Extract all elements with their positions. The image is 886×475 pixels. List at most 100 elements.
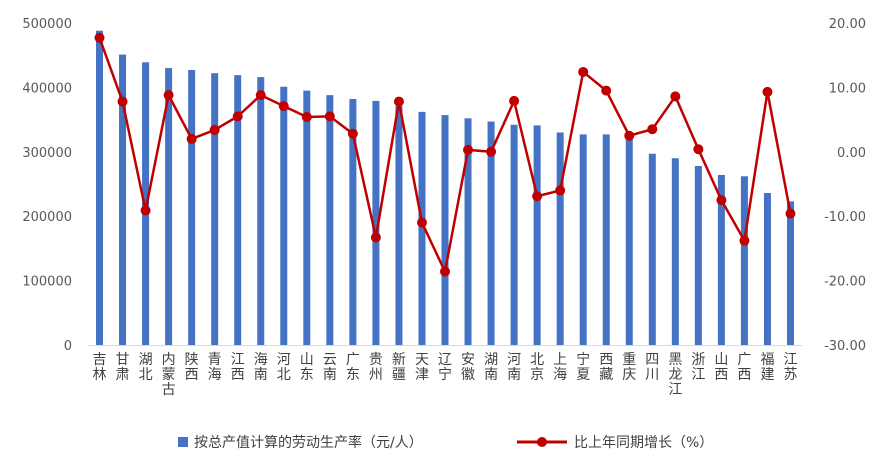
line-point	[785, 208, 796, 219]
line-point	[647, 124, 658, 135]
bar	[717, 174, 725, 345]
line-point	[509, 95, 520, 106]
x-tick-label: 山东	[300, 352, 314, 383]
x-tick-label: 陕西	[185, 352, 199, 383]
y-left-tick-label: 0	[64, 339, 72, 354]
x-tick-label: 重庆	[622, 352, 636, 383]
line-point	[347, 128, 358, 139]
line-point	[716, 195, 727, 206]
x-tick-label: 辽宁	[438, 352, 452, 383]
plot-area: 0 100000 200000 300000 400000 500000 -30.00 -20…	[22, 17, 866, 398]
y-left-tick-label: 100000	[22, 275, 72, 290]
bar	[694, 165, 702, 345]
x-tick-label: 广西	[737, 352, 751, 383]
bar	[648, 153, 656, 345]
bar	[418, 111, 426, 345]
x-tick-label: 新疆	[392, 352, 406, 383]
x-tick-label: 浙江	[691, 352, 705, 383]
line-point	[301, 112, 312, 123]
bar	[510, 124, 518, 345]
line-point	[370, 232, 381, 243]
x-tick-label: 甘肃	[116, 352, 130, 383]
bar	[671, 158, 679, 345]
bar	[579, 134, 587, 345]
y-right-tick-label: 0.00	[837, 146, 866, 161]
line-point	[163, 90, 174, 101]
line-point	[762, 86, 773, 97]
bar	[280, 86, 288, 346]
bar	[349, 98, 357, 345]
line-point	[578, 66, 589, 77]
line-point	[140, 205, 151, 216]
line-point	[186, 133, 197, 144]
line-point	[94, 32, 105, 43]
x-tick-label: 海南	[254, 352, 268, 383]
line-point	[693, 144, 704, 155]
x-tick-label: 江苏	[783, 352, 797, 383]
x-tick-label: 四川	[645, 352, 659, 383]
x-tick-label: 北京	[530, 352, 544, 383]
line-point	[555, 185, 566, 196]
line-point	[440, 266, 450, 277]
line-point	[739, 235, 750, 246]
bar	[602, 134, 610, 345]
x-tick-label: 贵州	[369, 352, 383, 383]
bar	[188, 70, 196, 346]
bar	[487, 121, 495, 345]
bar	[303, 90, 311, 346]
bar	[625, 138, 633, 345]
x-tick-label: 湖南	[484, 352, 498, 383]
line-point	[278, 101, 289, 112]
x-tick-label: 内蒙古	[162, 352, 176, 398]
x-tick-label: 吉林	[93, 352, 107, 383]
legend: 按总产值计算的劳动生产率（元/人） 比上年同期增长（%）	[178, 434, 713, 451]
x-tick-label: 黑龙江	[668, 352, 682, 398]
y-right-tick-label: -20.00	[824, 275, 866, 290]
bar	[395, 106, 403, 346]
x-tick-label: 山西	[714, 352, 728, 383]
bar	[142, 62, 150, 346]
line-point	[532, 191, 543, 202]
line-point	[117, 96, 128, 107]
y-right-tick-label: -10.00	[824, 210, 866, 225]
bar	[786, 201, 794, 345]
bar	[211, 73, 219, 346]
line-point	[624, 130, 635, 141]
y-left-tick-label: 200000	[22, 210, 72, 225]
line-point	[486, 146, 497, 157]
line-point	[416, 217, 427, 228]
x-tick-label: 云南	[323, 352, 337, 383]
legend-bar-swatch	[178, 437, 188, 447]
bar	[533, 125, 541, 345]
x-tick-label: 青海	[208, 352, 222, 383]
x-tick-label: 福建	[760, 352, 774, 383]
x-tick-label: 安徽	[461, 352, 475, 383]
bar	[740, 176, 748, 345]
bar	[326, 95, 334, 346]
bar	[165, 68, 173, 345]
x-tick-label: 西藏	[599, 352, 613, 383]
x-tick-label: 宁夏	[576, 351, 590, 383]
x-tick-label: 广东	[346, 352, 360, 383]
x-tick-label: 江西	[231, 352, 245, 383]
bar	[119, 54, 127, 345]
x-tick-label: 河北	[277, 352, 291, 383]
bar	[96, 30, 104, 346]
line-point	[324, 111, 335, 122]
bar	[763, 193, 771, 345]
y-right-tick-label: -30.00	[824, 339, 866, 354]
x-tick-label: 湖北	[139, 352, 153, 383]
x-tick-label: 上海	[553, 352, 567, 383]
legend-line-marker	[537, 437, 547, 447]
bar	[257, 77, 265, 345]
line-point	[232, 111, 243, 122]
x-tick-label: 河南	[507, 352, 521, 383]
line-point	[670, 91, 681, 102]
legend-line-label: 比上年同期增长（%）	[574, 435, 713, 451]
y-left-tick-label: 300000	[22, 146, 72, 161]
bar	[234, 75, 242, 345]
legend-bar-label: 按总产值计算的劳动生产率（元/人）	[194, 434, 423, 451]
line-point	[463, 144, 474, 155]
line-point	[601, 85, 612, 96]
